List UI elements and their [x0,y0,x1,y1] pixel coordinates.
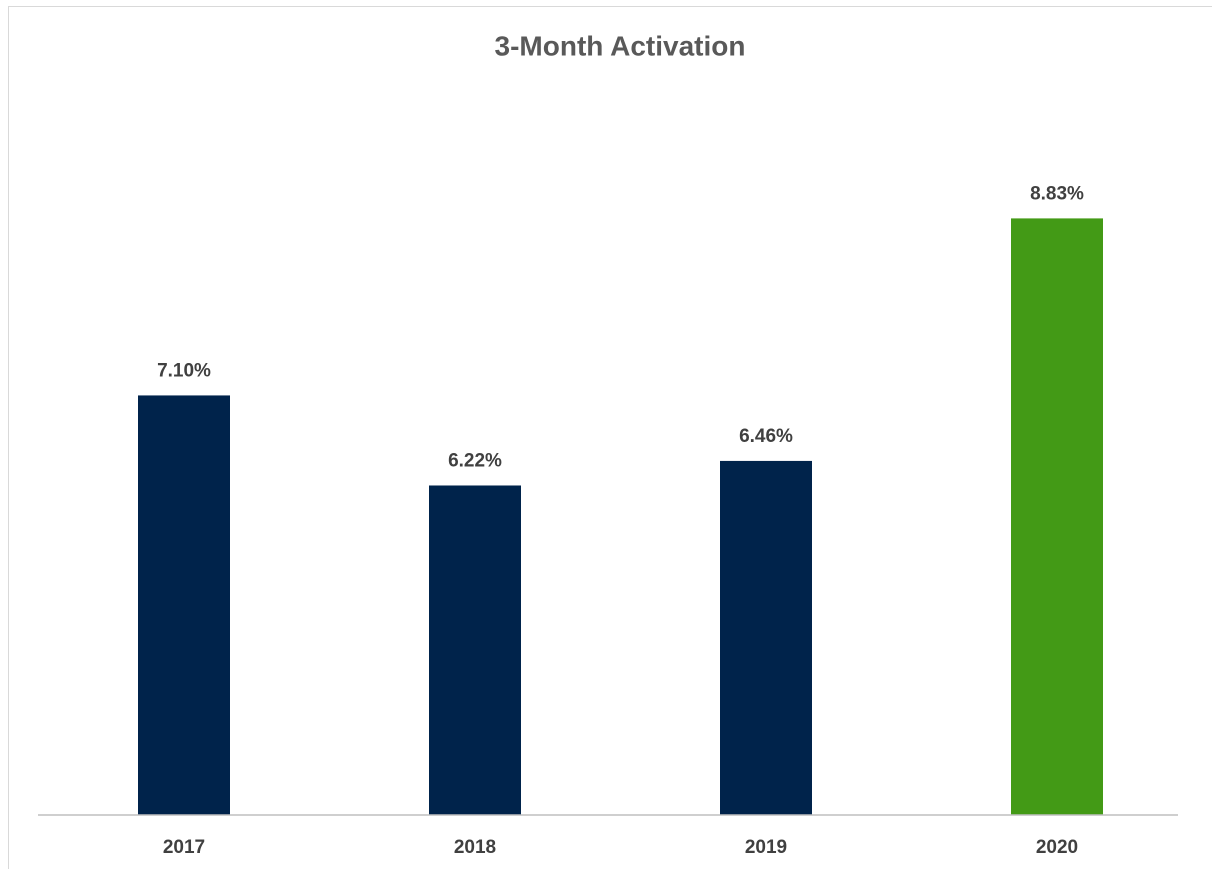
bar [720,460,812,815]
data-label: 6.46% [739,426,793,447]
bar [138,395,230,815]
bar [1011,218,1103,815]
chart-title: 3-Month Activation [495,30,746,61]
x-tick-label: 2017 [163,837,205,858]
x-tick-label: 2019 [745,837,787,858]
data-label: 6.22% [448,451,502,472]
x-tick-label: 2018 [454,837,496,858]
bar [429,485,521,815]
x-tick-label: 2020 [1036,837,1078,858]
data-label: 8.83% [1030,183,1084,204]
chart-frame [8,6,1212,869]
data-label: 7.10% [157,360,211,381]
